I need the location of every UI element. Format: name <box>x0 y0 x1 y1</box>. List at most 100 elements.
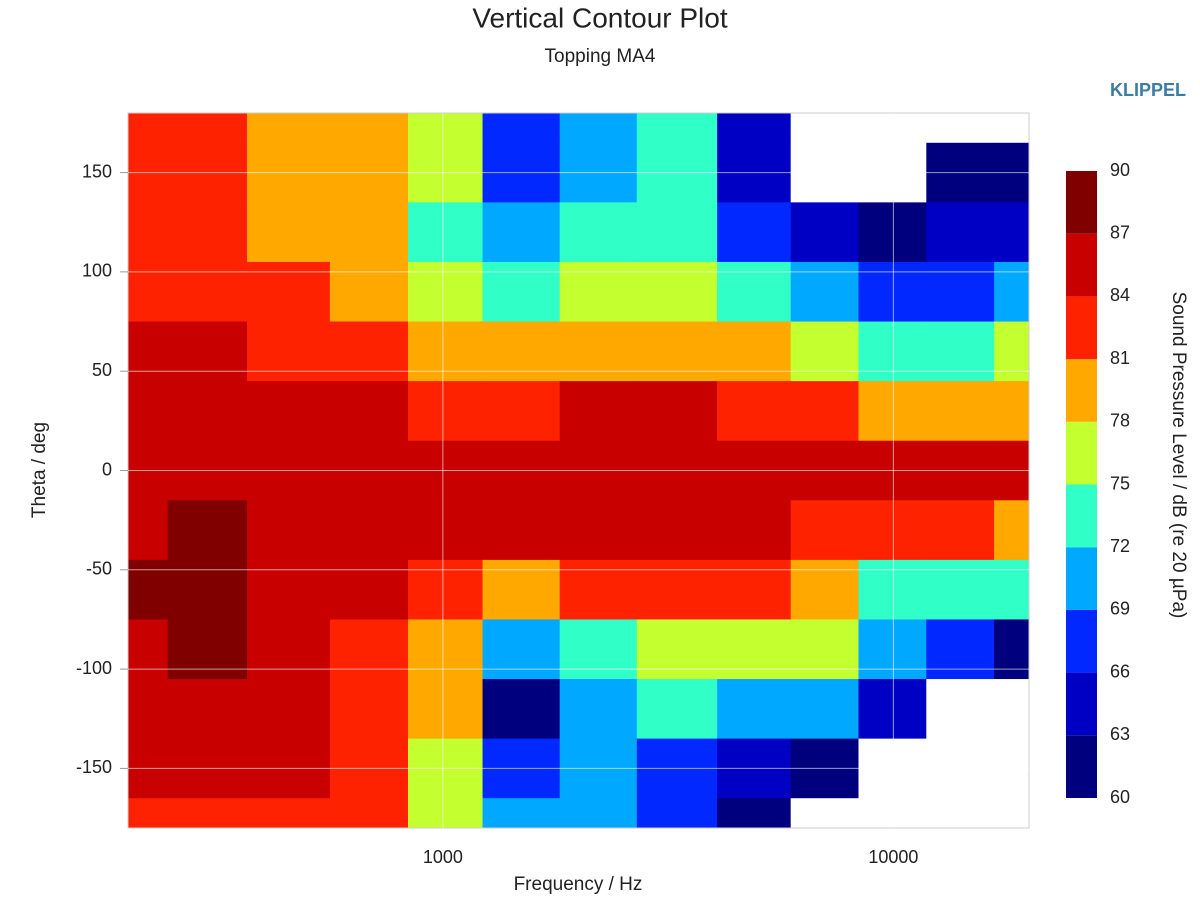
contour-cell <box>329 321 409 382</box>
contour-cell <box>246 113 331 144</box>
contour-cell <box>167 261 248 323</box>
contour-cell <box>790 202 859 263</box>
contour-cell <box>717 202 792 263</box>
colorbar-tick-label: 75 <box>1110 473 1130 493</box>
y-tick-label: 50 <box>92 360 112 380</box>
contour-cell <box>636 381 718 442</box>
colorbar-tick-label: 87 <box>1110 222 1130 242</box>
contour-cell <box>407 261 484 323</box>
contour-cell <box>858 559 927 620</box>
contour-cell <box>790 619 859 680</box>
chart-title: Vertical Contour Plot <box>472 2 727 33</box>
contour-cell <box>994 113 1030 144</box>
colorbar-tick-label: 84 <box>1110 285 1130 305</box>
contour-cell <box>858 798 927 829</box>
contour-cell <box>246 500 331 561</box>
colorbar-tick-label: 90 <box>1110 160 1130 180</box>
colorbar-tick-label: 63 <box>1110 724 1130 744</box>
contour-cell <box>329 798 409 829</box>
contour-cell <box>858 679 927 740</box>
contour-cell <box>246 261 331 323</box>
contour-cell <box>717 619 792 680</box>
contour-cell <box>994 381 1030 442</box>
contour-cell <box>167 559 248 620</box>
colorbar-tick-label: 66 <box>1110 661 1130 681</box>
y-tick-label: 100 <box>82 261 112 281</box>
contour-cell <box>246 381 331 442</box>
contour-cell <box>636 559 718 620</box>
colorbar-band <box>1066 547 1097 610</box>
y-tick-label: 0 <box>102 459 112 479</box>
x-tick-label: 1000 <box>423 847 463 867</box>
contour-cell <box>994 559 1030 620</box>
contour-cell <box>790 559 859 620</box>
contour-cell <box>858 500 927 561</box>
contour-cell <box>407 381 484 442</box>
contour-cell <box>717 113 792 144</box>
contour-cell <box>482 113 561 144</box>
contour-cell <box>994 679 1030 740</box>
y-tick-label: -50 <box>86 559 112 579</box>
contour-cell <box>636 679 718 740</box>
contour-cell <box>559 113 638 144</box>
contour-cell <box>482 261 561 323</box>
colorbar-band <box>1066 233 1097 297</box>
contour-cell <box>407 798 484 829</box>
contour-cell <box>128 798 169 829</box>
brand: KLIPPEL <box>1110 80 1186 100</box>
contour-cell <box>167 381 248 442</box>
contour-cell <box>246 619 331 680</box>
contour-cell <box>994 500 1030 561</box>
contour-cell <box>790 500 859 561</box>
contour-cell <box>926 500 995 561</box>
contour-cell <box>167 500 248 561</box>
y-axis-label: Theta / deg <box>29 422 50 518</box>
contour-cell <box>717 261 792 323</box>
contour-cell <box>246 559 331 620</box>
contour-cell <box>246 679 331 740</box>
contour-cell <box>926 559 995 620</box>
contour-cell <box>128 559 169 620</box>
contour-cell <box>559 202 638 263</box>
contour-cell <box>790 113 859 144</box>
contour-cell <box>717 381 792 442</box>
contour-cell <box>926 261 995 323</box>
contour-cell <box>926 381 995 442</box>
contour-cell <box>858 202 927 263</box>
contour-cell <box>717 679 792 740</box>
contour-cell <box>636 321 718 382</box>
contour-cell <box>482 798 561 829</box>
contour-cell <box>994 798 1030 829</box>
contour-cell <box>329 261 409 323</box>
contour-cell <box>559 619 638 680</box>
contour-cell <box>482 500 561 561</box>
contour-cell <box>482 381 561 442</box>
contour-cell <box>329 113 409 144</box>
contour-cell <box>167 321 248 382</box>
contour-cell <box>926 798 995 829</box>
contour-cell <box>858 113 927 144</box>
contour-cell <box>128 321 169 382</box>
colorbar-tick-label: 81 <box>1110 348 1130 368</box>
contour-cell <box>329 202 409 263</box>
contour-cell <box>407 619 484 680</box>
contour-cell <box>926 113 995 144</box>
colorbar-band <box>1066 171 1097 234</box>
contour-cell <box>329 500 409 561</box>
contour-cell <box>994 261 1030 323</box>
contour-cell <box>636 798 718 829</box>
contour-cell <box>717 559 792 620</box>
y-tick-label: -100 <box>76 658 112 678</box>
contour-cell <box>407 559 484 620</box>
contour-cell <box>128 619 169 680</box>
contour-cell <box>329 381 409 442</box>
colorbar-band <box>1066 484 1097 548</box>
colorbar-band <box>1066 735 1097 798</box>
chart-subtitle: Topping MA4 <box>545 46 656 67</box>
contour-cell <box>482 679 561 740</box>
contour-cell <box>407 321 484 382</box>
contour-cell <box>717 321 792 382</box>
colorbar-band <box>1066 359 1097 422</box>
contour-cell <box>167 619 248 680</box>
